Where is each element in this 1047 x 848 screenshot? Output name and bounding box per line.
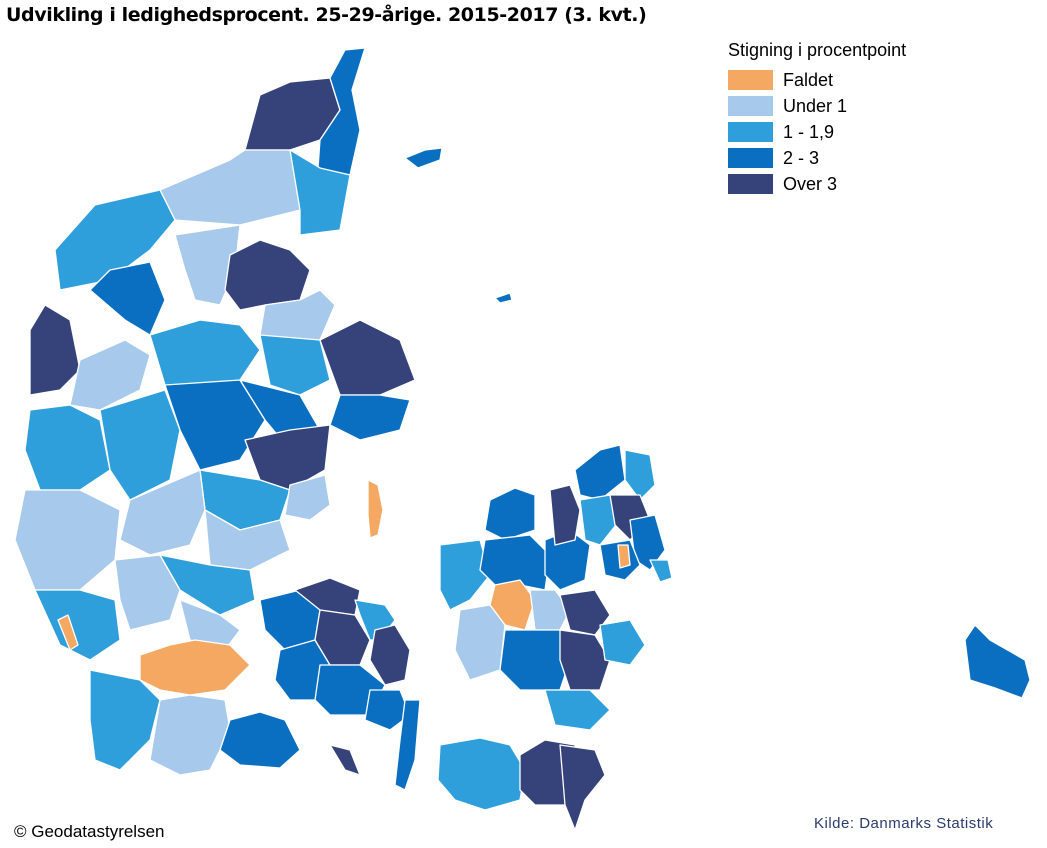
region-stevns — [599, 619, 646, 666]
region-langeland — [394, 699, 421, 791]
region-toender — [89, 669, 161, 771]
region-falster-south — [559, 744, 606, 831]
legend-label: Over 3 — [783, 173, 838, 194]
region-vordingborg — [544, 689, 611, 731]
region-anholt — [494, 292, 513, 304]
legend-label: Faldet — [783, 69, 834, 90]
region-aabenraa — [149, 694, 231, 776]
region-norddjurs — [329, 394, 411, 441]
region-holbaek — [479, 534, 551, 591]
region-vejen-kolding — [139, 639, 251, 696]
legend-item-under-1: Under 1 — [728, 93, 906, 119]
region-odder — [284, 474, 331, 521]
region-halsnaes — [574, 444, 626, 501]
region-ikast-brande — [119, 469, 206, 556]
legend-item-faldet: Faldet — [728, 67, 906, 93]
region-jammerbugt — [174, 224, 241, 306]
region-varde — [34, 589, 121, 661]
legend-swatch — [728, 70, 773, 90]
region-randers — [319, 319, 416, 396]
legend-item-1-1-9: 1 - 1,9 — [728, 119, 906, 145]
region-hilleroed — [549, 484, 581, 546]
legend-item-2-3: 2 - 3 — [728, 145, 906, 171]
copyright-notice: © Geodatastyrelsen — [14, 822, 165, 841]
region-slagelse — [454, 604, 506, 681]
region-mariagerfjord — [259, 334, 331, 396]
region-svendborg — [364, 689, 411, 731]
legend-label: 2 - 3 — [783, 147, 820, 168]
map-title: Udvikling i ledighedsprocent. 25-29-årig… — [6, 4, 647, 26]
legend-swatch — [728, 122, 773, 142]
legend-label: 1 - 1,9 — [783, 121, 835, 142]
region-frederikshavn — [317, 47, 366, 176]
region-laesoe — [404, 147, 443, 169]
legend-title: Stigning i procentpoint — [728, 40, 907, 60]
legend: Stigning i procentpoint Faldet Under 1 1… — [728, 40, 906, 197]
region-nyborg — [369, 624, 411, 686]
region-albertslund — [617, 544, 631, 569]
region-holstebro — [24, 404, 111, 491]
legend-label: Under 1 — [783, 95, 848, 116]
region-gribskov — [624, 449, 656, 501]
region-odsherred — [484, 487, 536, 541]
region-koege — [559, 629, 611, 691]
legend-swatch — [728, 148, 773, 168]
region-lemvig — [29, 304, 81, 396]
region-soenderborg — [219, 711, 301, 769]
region-amager — [649, 559, 673, 583]
legend-swatch — [728, 174, 773, 194]
region-fredericia — [179, 599, 241, 651]
source-credit: Kilde: Danmarks Statistik — [814, 815, 994, 832]
region-samsoe — [367, 479, 384, 539]
region-kalundborg — [439, 539, 491, 611]
legend-item-over-3: Over 3 — [728, 171, 906, 197]
region-morsoe — [89, 261, 166, 336]
region-aeroe — [329, 744, 361, 776]
region-herning — [99, 389, 181, 501]
region-bornholm — [964, 624, 1031, 699]
region-ringsted — [529, 589, 571, 631]
region-vejle — [159, 554, 256, 616]
region-esbjerg — [57, 614, 79, 651]
legend-swatch — [728, 96, 773, 116]
region-aalborg — [224, 239, 311, 311]
region-thisted — [54, 189, 176, 291]
region-furesoe — [579, 494, 621, 546]
region-broenderslev — [289, 149, 351, 236]
region-lolland — [437, 737, 526, 811]
region-ringkoebing — [14, 489, 121, 591]
